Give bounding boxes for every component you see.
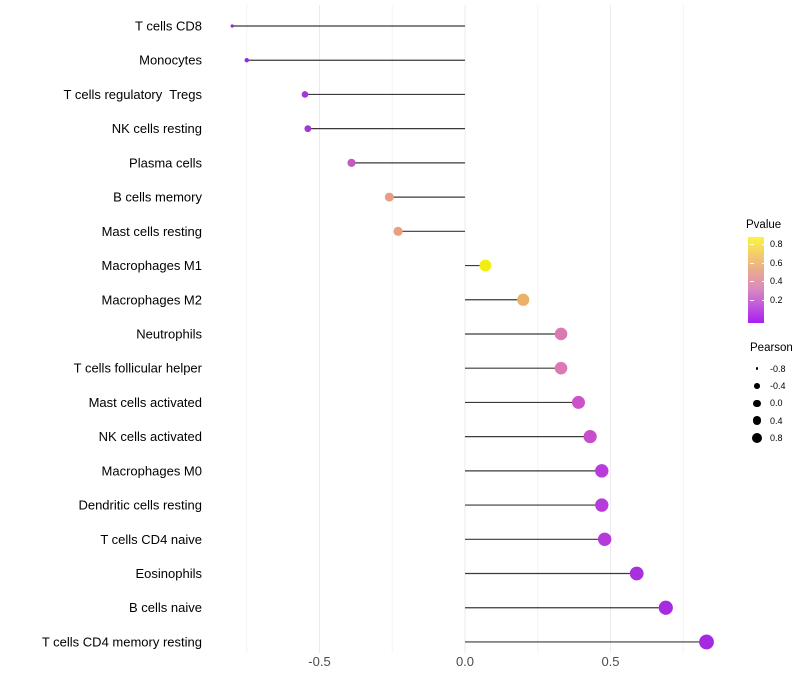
y-axis-label: B cells naive: [129, 600, 202, 615]
colorbar-tick: [750, 244, 754, 245]
y-axis-label: Macrophages M0: [102, 463, 202, 478]
y-axis-label: Macrophages M2: [102, 292, 202, 307]
pearson-legend-dot: [754, 383, 760, 389]
pearson-legend-entry: 0.8: [750, 429, 800, 446]
pvalue-legend-title: Pvalue: [746, 219, 782, 231]
pearson-legend: Pearson -0.8 -0.4 0.0 0.4 0.8: [750, 342, 800, 446]
lollipop-dot: [517, 293, 530, 306]
colorbar-tick: [762, 262, 766, 264]
pvalue-legend-label: 0.6: [770, 257, 783, 268]
lollipop-dot: [583, 430, 597, 444]
pearson-legend-label: -0.4: [770, 380, 786, 391]
pearson-legend-dot: [755, 367, 759, 370]
y-axis-label: T cells follicular helper: [74, 361, 203, 376]
lollipop-dot: [301, 91, 309, 98]
pearson-legend-entry: -0.8: [750, 360, 800, 377]
y-axis-label: T cells CD4 memory resting: [42, 634, 202, 649]
pvalue-colorbar-box: 0.8 0.6 0.4 0.2: [746, 237, 800, 329]
y-axis-label: Mast cells activated: [89, 395, 202, 410]
pvalue-legend-label: 0.8: [770, 239, 783, 249]
pearson-legend-dot: [752, 432, 762, 443]
y-axis-label: T cells CD4 naive: [100, 532, 202, 547]
lollipop-dot: [384, 192, 394, 202]
y-axis-label: T cells regulatory Tregs: [64, 87, 203, 102]
pearson-legend-label: 0.4: [770, 415, 783, 426]
colorbar-tick: [750, 299, 754, 301]
pvalue-legend: Pvalue 0.8 0.6 0.4 0.2: [746, 219, 800, 329]
y-axis-label: NK cells resting: [112, 121, 202, 136]
lollipop-dot: [597, 532, 612, 546]
x-axis-tick-label: 0.5: [601, 654, 619, 669]
lollipop-dot: [658, 600, 673, 615]
y-axis-label: Mast cells resting: [102, 224, 202, 239]
y-axis-label: B cells memory: [113, 190, 202, 205]
lollipop-dot: [304, 125, 312, 133]
pearson-legend-dot: [752, 416, 762, 425]
lollipop-dot: [699, 634, 714, 650]
y-axis-label: T cells CD8: [135, 19, 202, 34]
lollipop-dot: [595, 464, 609, 478]
y-axis-label: Dendritic cells resting: [78, 498, 202, 513]
pvalue-legend-label: 0.4: [770, 276, 783, 286]
pearson-legend-entry: 0.0: [750, 395, 800, 412]
lollipop-dot: [393, 226, 403, 236]
pearson-legend-entry: -0.4: [750, 377, 800, 394]
lollipop-dot: [554, 361, 568, 375]
y-axis-label: Neutrophils: [136, 326, 202, 341]
colorbar-tick: [762, 299, 766, 301]
lollipop-dot: [244, 58, 249, 63]
colorbar-tick: [762, 244, 766, 245]
pearson-legend-dot: [753, 399, 761, 407]
lollipop-dot: [554, 327, 568, 341]
lollipop-dot: [479, 259, 492, 272]
y-axis-label: Monocytes: [139, 53, 202, 68]
y-axis-label: NK cells activated: [99, 429, 202, 444]
y-axis-label: Plasma cells: [129, 155, 202, 170]
colorbar-tick: [762, 281, 766, 282]
lollipop-dot: [629, 566, 644, 581]
pvalue-colorbar-gradient: [748, 237, 766, 323]
y-axis-label: Macrophages M1: [102, 258, 202, 273]
pearson-legend-label: 0.0: [770, 398, 783, 409]
colorbar-tick: [750, 281, 754, 282]
pvalue-legend-label: 0.2: [770, 294, 783, 305]
lollipop-dot: [571, 395, 585, 409]
pearson-legend-label: -0.8: [770, 363, 786, 374]
pearson-legend-entry: 0.4: [750, 412, 800, 429]
pearson-legend-label: 0.8: [770, 432, 783, 443]
colorbar-tick: [750, 262, 754, 264]
x-axis-tick-label: 0.0: [456, 654, 474, 669]
x-axis-tick-label: -0.5: [308, 654, 330, 669]
y-axis-label: Eosinophils: [136, 566, 203, 581]
lollipop-dot: [595, 498, 609, 512]
lollipop-dot: [230, 24, 234, 28]
lollipop-dot: [347, 158, 356, 167]
pearson-legend-title: Pearson: [750, 342, 793, 354]
